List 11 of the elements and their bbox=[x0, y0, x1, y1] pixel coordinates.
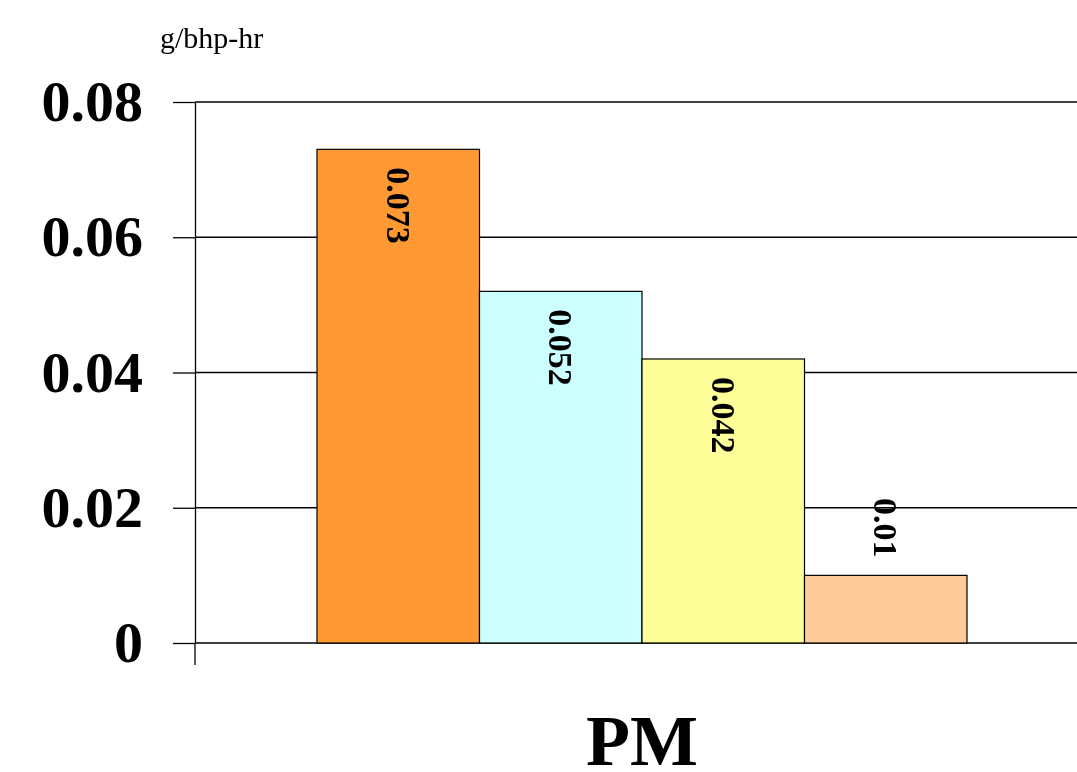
y-axis-title: g/bhp-hr bbox=[160, 21, 264, 54]
y-tick-label: 0 bbox=[114, 610, 143, 676]
y-tick-label: 0.04 bbox=[41, 339, 143, 405]
y-tick-label: 0.08 bbox=[41, 69, 143, 135]
data-label: 0.042 bbox=[704, 376, 742, 454]
data-label: 0.073 bbox=[379, 167, 417, 244]
data-label: 0.01 bbox=[867, 497, 905, 558]
y-tick-label: 0.02 bbox=[41, 474, 143, 540]
data-label: 0.052 bbox=[542, 309, 580, 386]
x-axis-title: PM bbox=[586, 701, 698, 772]
y-tick-label: 0.06 bbox=[41, 204, 143, 270]
